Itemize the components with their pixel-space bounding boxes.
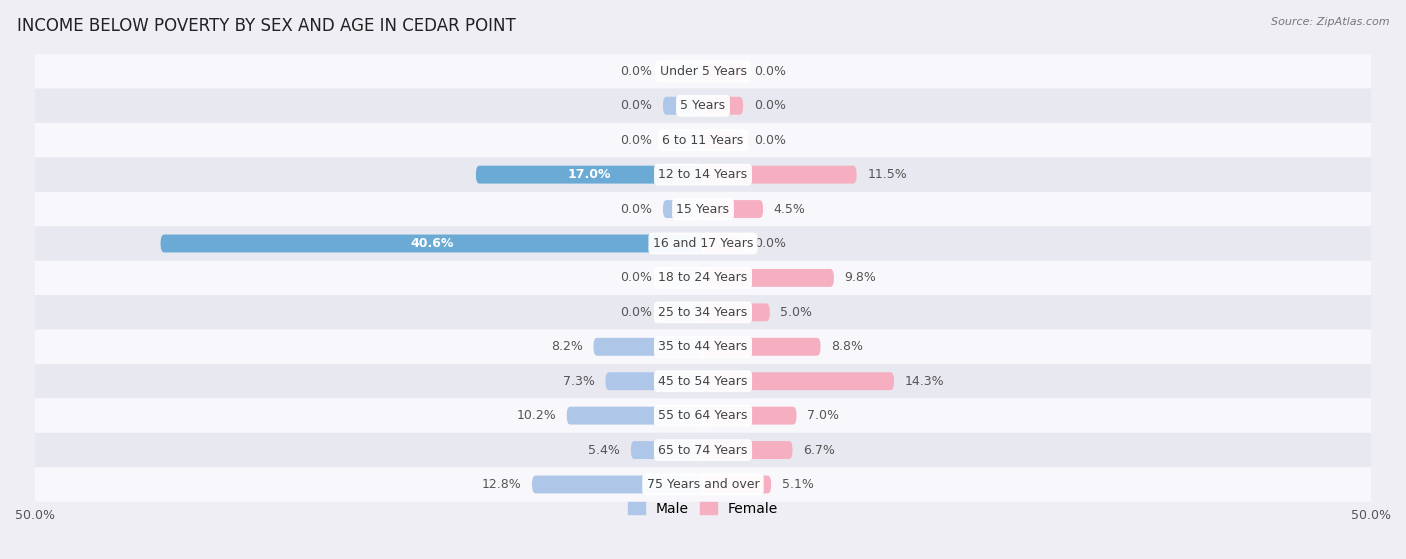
Text: 0.0%: 0.0% xyxy=(620,100,652,112)
Text: 6 to 11 Years: 6 to 11 Years xyxy=(662,134,744,146)
FancyBboxPatch shape xyxy=(35,158,1371,192)
Text: 0.0%: 0.0% xyxy=(620,202,652,216)
FancyBboxPatch shape xyxy=(703,338,821,356)
FancyBboxPatch shape xyxy=(703,372,894,390)
Text: Under 5 Years: Under 5 Years xyxy=(659,65,747,78)
Text: 14.3%: 14.3% xyxy=(904,375,945,388)
Text: 0.0%: 0.0% xyxy=(620,306,652,319)
Text: 17.0%: 17.0% xyxy=(568,168,612,181)
FancyBboxPatch shape xyxy=(35,226,1371,260)
FancyBboxPatch shape xyxy=(567,407,703,425)
Text: 0.0%: 0.0% xyxy=(620,65,652,78)
Text: 0.0%: 0.0% xyxy=(754,134,786,146)
Text: 7.3%: 7.3% xyxy=(562,375,595,388)
FancyBboxPatch shape xyxy=(606,372,703,390)
Text: 16 and 17 Years: 16 and 17 Years xyxy=(652,237,754,250)
FancyBboxPatch shape xyxy=(35,399,1371,433)
FancyBboxPatch shape xyxy=(35,467,1371,501)
Text: 8.2%: 8.2% xyxy=(551,340,582,353)
FancyBboxPatch shape xyxy=(703,63,744,80)
Text: INCOME BELOW POVERTY BY SEX AND AGE IN CEDAR POINT: INCOME BELOW POVERTY BY SEX AND AGE IN C… xyxy=(17,17,516,35)
Text: 55 to 64 Years: 55 to 64 Years xyxy=(658,409,748,422)
FancyBboxPatch shape xyxy=(35,54,1371,88)
Text: 40.6%: 40.6% xyxy=(411,237,454,250)
FancyBboxPatch shape xyxy=(160,235,703,253)
FancyBboxPatch shape xyxy=(35,364,1371,399)
Text: 5 Years: 5 Years xyxy=(681,100,725,112)
FancyBboxPatch shape xyxy=(631,441,703,459)
FancyBboxPatch shape xyxy=(593,338,703,356)
Text: 35 to 44 Years: 35 to 44 Years xyxy=(658,340,748,353)
FancyBboxPatch shape xyxy=(703,131,744,149)
FancyBboxPatch shape xyxy=(662,269,703,287)
Text: 9.8%: 9.8% xyxy=(845,272,876,285)
Text: 12 to 14 Years: 12 to 14 Years xyxy=(658,168,748,181)
Text: 0.0%: 0.0% xyxy=(620,134,652,146)
Text: 0.0%: 0.0% xyxy=(754,237,786,250)
Text: 75 Years and over: 75 Years and over xyxy=(647,478,759,491)
FancyBboxPatch shape xyxy=(703,476,770,494)
Text: 12.8%: 12.8% xyxy=(481,478,522,491)
FancyBboxPatch shape xyxy=(662,304,703,321)
Text: 0.0%: 0.0% xyxy=(754,65,786,78)
Text: 4.5%: 4.5% xyxy=(773,202,806,216)
FancyBboxPatch shape xyxy=(35,260,1371,295)
Text: 8.8%: 8.8% xyxy=(831,340,863,353)
Text: 65 to 74 Years: 65 to 74 Years xyxy=(658,443,748,457)
FancyBboxPatch shape xyxy=(703,407,797,425)
Text: 0.0%: 0.0% xyxy=(754,100,786,112)
Text: 18 to 24 Years: 18 to 24 Years xyxy=(658,272,748,285)
FancyBboxPatch shape xyxy=(703,200,763,218)
Text: 7.0%: 7.0% xyxy=(807,409,839,422)
FancyBboxPatch shape xyxy=(35,330,1371,364)
FancyBboxPatch shape xyxy=(475,165,703,183)
FancyBboxPatch shape xyxy=(703,304,770,321)
Text: 15 Years: 15 Years xyxy=(676,202,730,216)
FancyBboxPatch shape xyxy=(35,123,1371,158)
FancyBboxPatch shape xyxy=(531,476,703,494)
Text: 45 to 54 Years: 45 to 54 Years xyxy=(658,375,748,388)
Text: 5.0%: 5.0% xyxy=(780,306,813,319)
FancyBboxPatch shape xyxy=(662,63,703,80)
FancyBboxPatch shape xyxy=(35,88,1371,123)
FancyBboxPatch shape xyxy=(703,235,744,253)
FancyBboxPatch shape xyxy=(662,97,703,115)
FancyBboxPatch shape xyxy=(35,433,1371,467)
Text: 5.4%: 5.4% xyxy=(588,443,620,457)
Text: 0.0%: 0.0% xyxy=(620,272,652,285)
FancyBboxPatch shape xyxy=(703,441,793,459)
Text: 10.2%: 10.2% xyxy=(516,409,555,422)
FancyBboxPatch shape xyxy=(703,269,834,287)
Text: 6.7%: 6.7% xyxy=(803,443,835,457)
Legend: Male, Female: Male, Female xyxy=(623,496,783,522)
FancyBboxPatch shape xyxy=(35,295,1371,330)
Text: Source: ZipAtlas.com: Source: ZipAtlas.com xyxy=(1271,17,1389,27)
Text: 5.1%: 5.1% xyxy=(782,478,814,491)
FancyBboxPatch shape xyxy=(703,165,856,183)
FancyBboxPatch shape xyxy=(703,97,744,115)
FancyBboxPatch shape xyxy=(662,131,703,149)
Text: 11.5%: 11.5% xyxy=(868,168,907,181)
Text: 25 to 34 Years: 25 to 34 Years xyxy=(658,306,748,319)
FancyBboxPatch shape xyxy=(35,192,1371,226)
FancyBboxPatch shape xyxy=(662,200,703,218)
